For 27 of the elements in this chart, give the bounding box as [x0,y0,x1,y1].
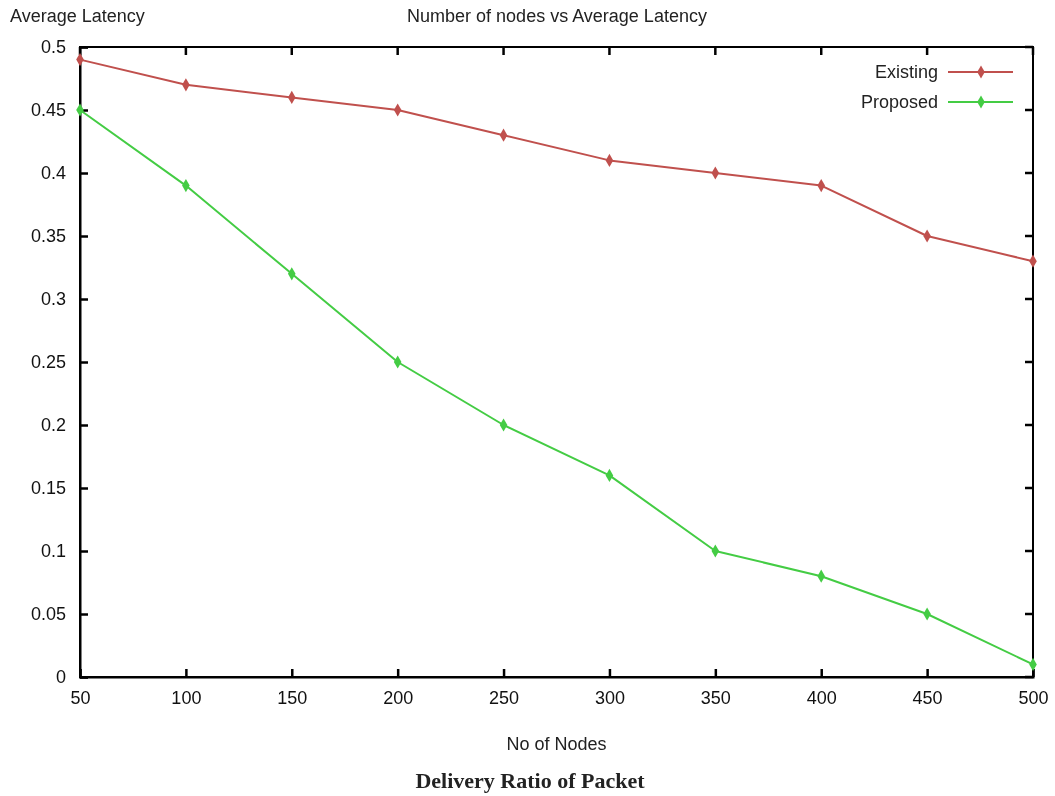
x-tick-label: 300 [594,687,625,708]
text: Delivery Ratio of Packet [415,768,646,793]
y-axis-title: Average Latency [10,6,145,26]
y-tick-label: 0.2 [40,415,66,436]
x-tick-label: 500 [1018,687,1049,708]
x-tick-label: 450 [912,687,943,708]
x-tick-label: 250 [489,687,520,708]
chart-title: Number of nodes vs Average Latency [407,6,707,26]
x-tick-label: 400 [806,687,837,708]
y-tick-label: 0.1 [40,541,66,562]
legend-label: Proposed [860,92,938,112]
legend-label: Existing [874,62,938,82]
y-tick-label: 0.45 [30,100,66,121]
y-tick-label: 0.25 [30,352,66,373]
x-tick-label: 200 [383,687,414,708]
x-tick-label: 50 [70,687,91,708]
x-tick-label: 350 [700,687,731,708]
x-tick-label: 100 [171,687,202,708]
y-tick-label: 0.4 [40,163,66,184]
y-tick-label: 0.05 [30,604,66,625]
y-tick-label: 0 [55,667,66,688]
y-tick-label: 0.35 [30,226,66,247]
y-tick-label: 0.5 [40,37,66,58]
y-tick-label: 0.3 [40,289,66,310]
x-axis-title: No of Nodes [506,734,607,754]
x-tick-label: 150 [277,687,308,708]
y-tick-label: 0.15 [30,478,66,499]
